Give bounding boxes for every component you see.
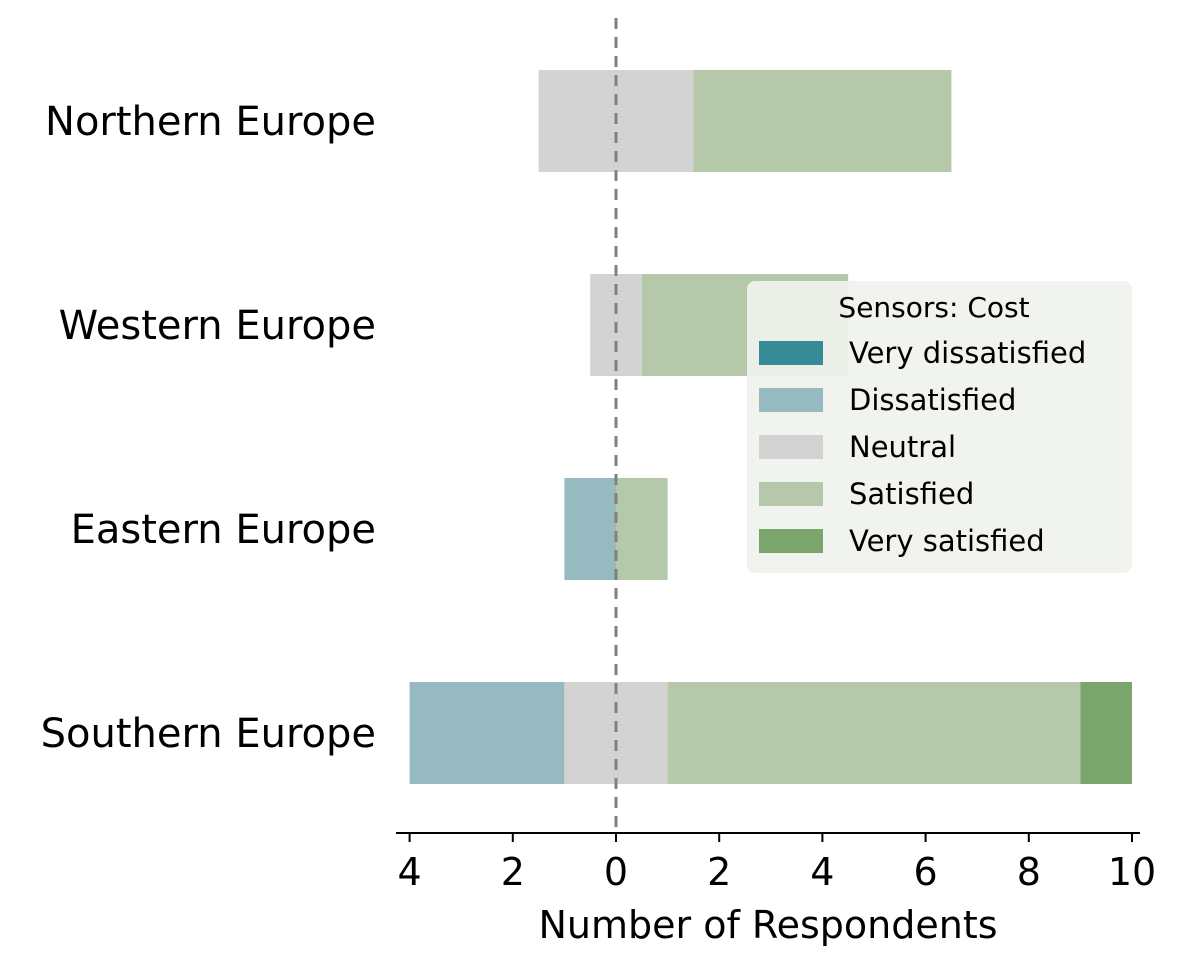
x-axis-title: Number of Respondents [538,903,997,947]
x-tick-label: 2 [501,850,525,894]
legend-swatch [759,435,823,459]
x-tick-label: 2 [707,850,731,894]
legend-swatch [759,341,823,365]
bar-eastern-europe-dissatisfied [564,478,616,580]
bar-eastern-europe-satisfied [616,478,668,580]
category-label: Western Europe [59,303,376,349]
x-tick-label: 10 [1108,850,1156,894]
legend-label: Very satisfied [849,524,1045,558]
legend-swatch [759,388,823,412]
x-tick-label: 6 [914,850,938,894]
category-labels: Northern Europe Western Europe Eastern Eur… [41,99,376,757]
x-tick-label: 4 [398,850,422,894]
bar-southern-europe-satisfied [667,682,1081,784]
legend-label: Neutral [849,430,956,464]
x-tick-label: 4 [810,850,834,894]
legend-label: Very dissatisfied [849,336,1086,370]
bar-southern-europe-dissatisfied [409,682,565,784]
legend-swatch [759,529,823,553]
bar-northern-europe-satisfied [693,70,952,172]
category-label: Southern Europe [41,711,376,757]
legend-swatch [759,482,823,506]
x-tick-label: 8 [1017,850,1041,894]
x-tick-label: 0 [604,850,628,894]
legend: Sensors: Cost Very dissatisfied Dissatisf… [747,281,1132,573]
x-ticks: 4 2 0 2 4 6 8 10 [398,833,1156,894]
category-label: Eastern Europe [71,507,376,553]
bar-southern-europe-very-satisfied [1080,682,1132,784]
legend-label: Satisfied [849,477,974,511]
legend-title: Sensors: Cost [838,291,1029,324]
legend-background [747,281,1132,573]
legend-items: Very dissatisfied Dissatisfied Neutral Sati… [759,336,1086,558]
legend-label: Dissatisfied [849,383,1016,417]
category-label: Northern Europe [45,99,376,145]
